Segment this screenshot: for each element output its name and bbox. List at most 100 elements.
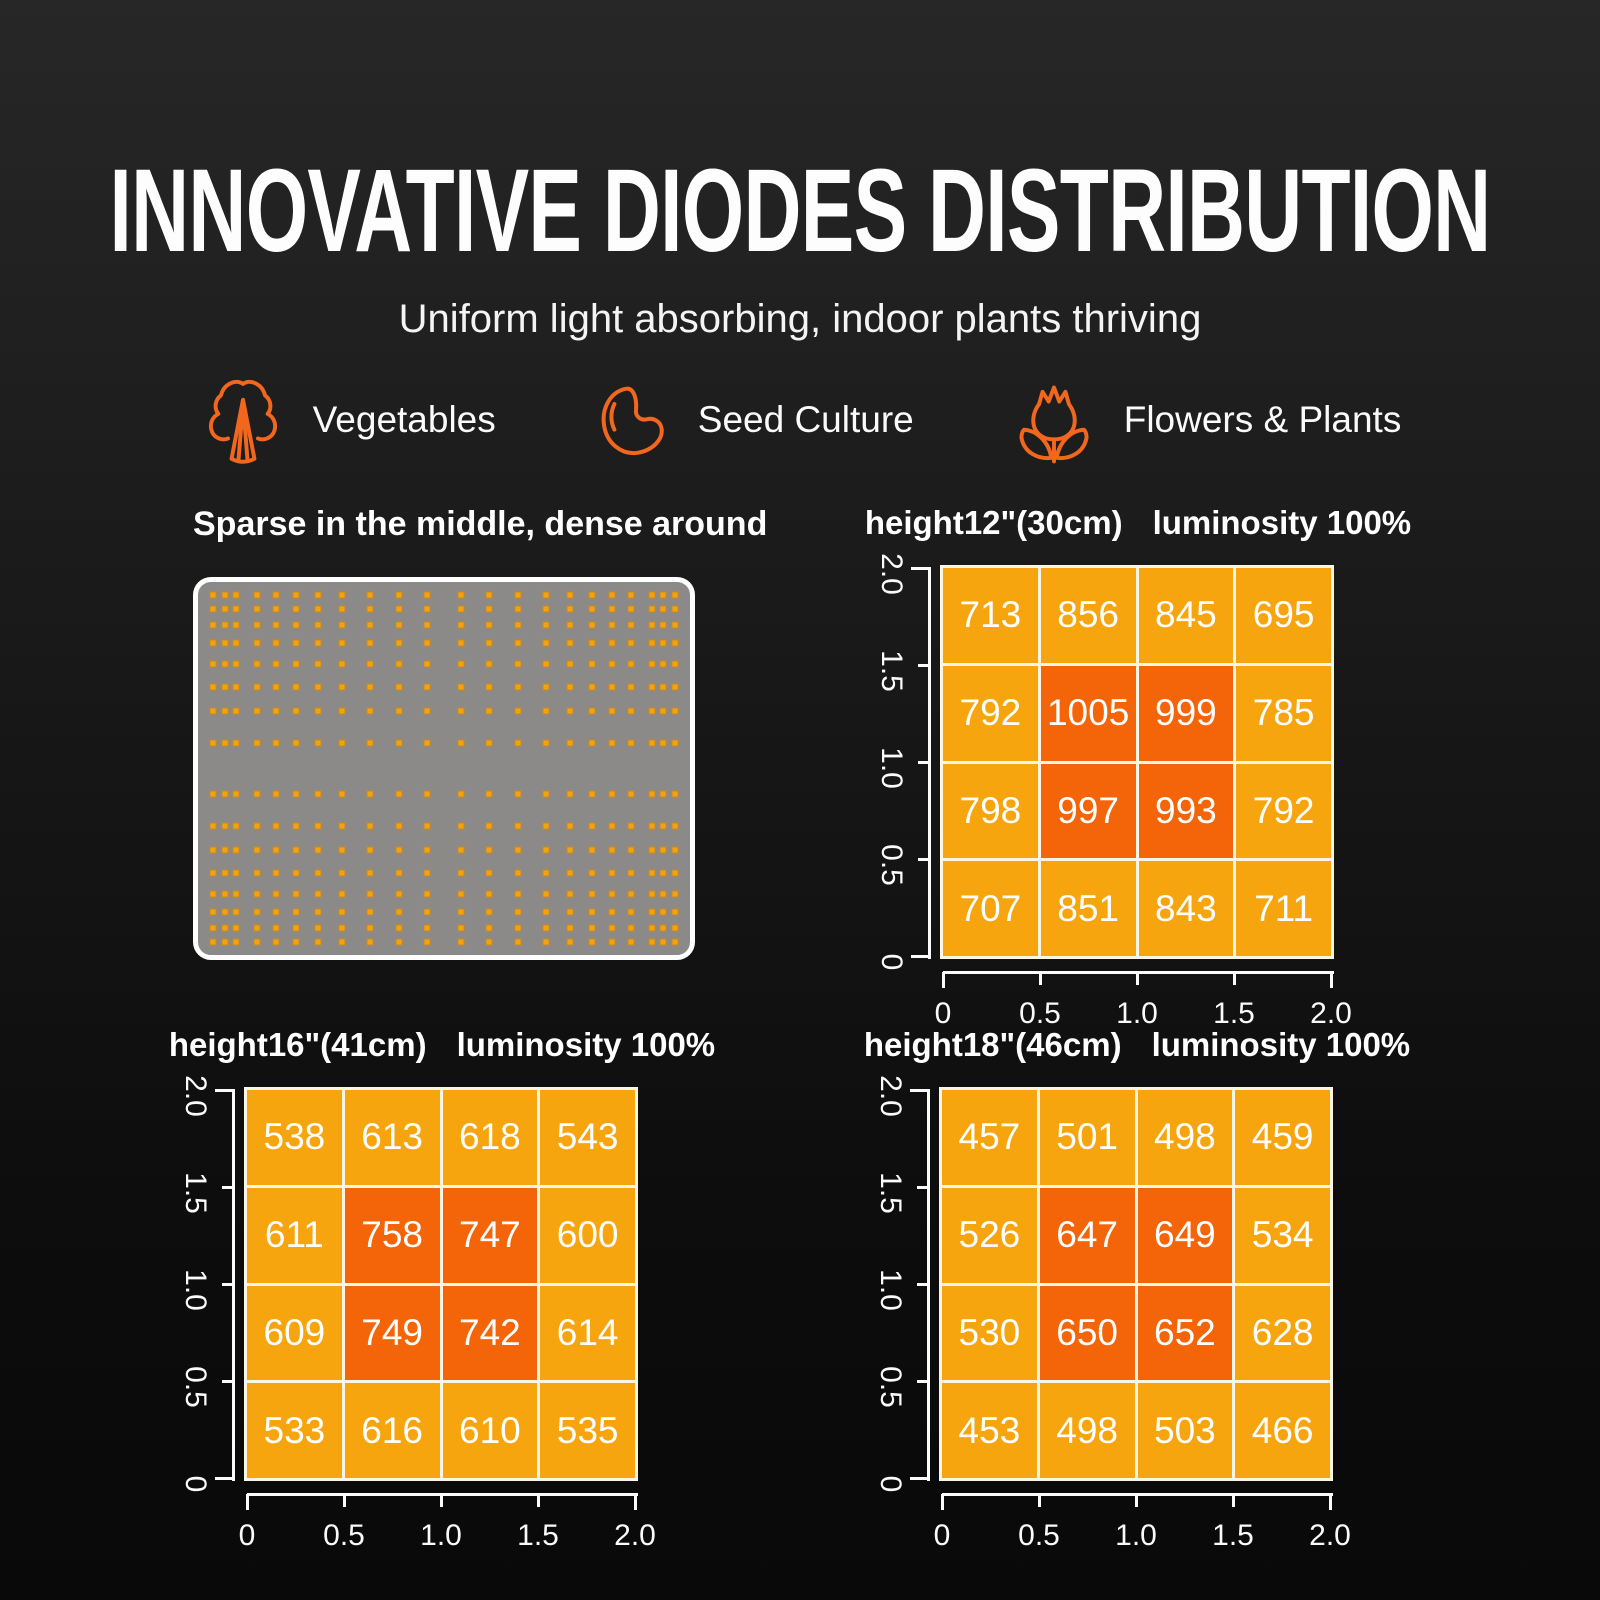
y-axis-tick [215, 1089, 235, 1092]
diode-dot [272, 605, 280, 613]
diode-dot [588, 591, 596, 599]
diode-dot [366, 938, 374, 946]
diode-dot [395, 621, 403, 629]
diode-dot [542, 739, 550, 747]
diode-dot [209, 908, 217, 916]
diode-dot [485, 739, 493, 747]
x-tick-label: 1.0 [1115, 1519, 1157, 1552]
diode-dot [272, 621, 280, 629]
diode-dot [253, 908, 261, 916]
diode-dot [588, 605, 596, 613]
diode-dot [648, 683, 656, 691]
diode-dot [221, 605, 229, 613]
y-axis-tick [215, 1477, 235, 1480]
diode-dot [221, 924, 229, 932]
diode-dot [608, 639, 616, 647]
diode-dot [366, 621, 374, 629]
diode-dot [588, 846, 596, 854]
heatmap-cell: 600 [540, 1187, 635, 1283]
diode-dot [221, 739, 229, 747]
y-axis-tick [222, 1380, 235, 1383]
x-tick-label: 0 [238, 1519, 256, 1552]
diode-dot [253, 591, 261, 599]
y-tick-label: 1.0 [875, 747, 908, 789]
diode-dot [209, 639, 217, 647]
diode-dot [566, 924, 574, 932]
diode-dot [542, 924, 550, 932]
diode-dot [395, 707, 403, 715]
diode-panel-title: Sparse in the middle, dense around [193, 505, 768, 543]
diode-dot [514, 707, 522, 715]
diode-dot [314, 660, 322, 668]
diode-dot [566, 707, 574, 715]
chart-luminosity-label: luminosity 100% [456, 1026, 716, 1063]
diode-dot [648, 591, 656, 599]
diode-dot [608, 790, 616, 798]
diode-dot [659, 605, 667, 613]
diode-dot [423, 683, 431, 691]
diode-dot [608, 846, 616, 854]
diode-dot [272, 790, 280, 798]
ppfd-chart-height18: height18"(46cm) luminosity 100% 2.0 1.5 1.… [864, 1020, 1410, 1580]
diode-dot [221, 890, 229, 898]
diode-dot [485, 707, 493, 715]
diode-dot [514, 890, 522, 898]
diode-dot [209, 683, 217, 691]
diode-dot [232, 924, 240, 932]
diode-dot [485, 621, 493, 629]
diode-dot [566, 822, 574, 830]
diode-dot [485, 846, 493, 854]
diode-dot [423, 739, 431, 747]
diode-dot [457, 660, 465, 668]
diode-dot [542, 683, 550, 691]
diode-dot [272, 846, 280, 854]
heatmap-cell: 613 [344, 1090, 440, 1185]
diode-dot [659, 683, 667, 691]
diode-dot [566, 938, 574, 946]
x-tick-label: 0.5 [1019, 997, 1061, 1030]
diode-dot [292, 822, 300, 830]
diode-dot [366, 846, 374, 854]
diode-dot [457, 707, 465, 715]
diode-dot [395, 605, 403, 613]
diode-dot [608, 591, 616, 599]
diode-dot [542, 591, 550, 599]
diode-dot [566, 869, 574, 877]
diode-dot [588, 908, 596, 916]
heatmap-cell: 798 [943, 763, 1038, 859]
diode-dot [253, 846, 261, 854]
diode-dot [338, 790, 346, 798]
diode-dot [221, 639, 229, 647]
diode-dot [514, 660, 522, 668]
heatmap-cell: 792 [943, 665, 1038, 761]
diode-dot [338, 639, 346, 647]
diode-dot [542, 869, 550, 877]
diode-dot [485, 605, 493, 613]
diode-dot [566, 890, 574, 898]
diode-dot [627, 591, 635, 599]
diode-dot [221, 707, 229, 715]
feature-vegetables: Vegetables [199, 370, 496, 470]
diode-dot [514, 938, 522, 946]
diode-dot [648, 846, 656, 854]
diode-dot [588, 660, 596, 668]
diode-dot [221, 908, 229, 916]
diode-dot [566, 846, 574, 854]
diode-dot [395, 908, 403, 916]
diode-dot [209, 739, 217, 747]
heatmap-cell: 618 [442, 1090, 538, 1185]
diode-dot [588, 822, 596, 830]
x-tick-label: 1.5 [517, 1519, 559, 1552]
diode-dot [253, 660, 261, 668]
heatmap-grid: 538 613 618 543 611 758 747 600 609 749 742 614 533 6… [244, 1087, 638, 1481]
diode-dot [608, 707, 616, 715]
x-axis-tick [1330, 972, 1333, 988]
diode-dot [588, 790, 596, 798]
y-tick-label: 0.5 [874, 1366, 907, 1408]
x-tick-label: 0 [934, 997, 952, 1030]
heatmap-cell: 526 [942, 1187, 1037, 1283]
diode-dot [485, 591, 493, 599]
diode-dot [338, 660, 346, 668]
diode-dot [423, 621, 431, 629]
diode-dot [648, 621, 656, 629]
